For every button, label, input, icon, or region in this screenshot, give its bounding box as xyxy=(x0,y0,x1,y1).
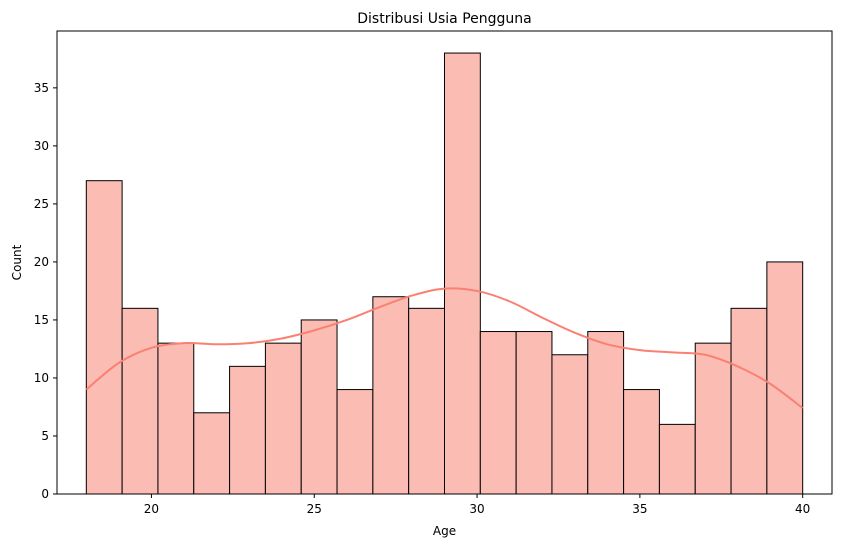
histogram-bar xyxy=(623,389,660,495)
histogram-bar xyxy=(157,342,195,495)
histogram-bar xyxy=(551,354,589,495)
y-tick-label: 35 xyxy=(34,81,49,95)
y-axis-label: Count xyxy=(10,244,24,280)
x-axis-label: Age xyxy=(433,524,456,538)
y-tick-label: 5 xyxy=(41,429,49,443)
y-tick-label: 0 xyxy=(41,487,49,501)
plot-frame xyxy=(56,30,833,495)
histogram-bar xyxy=(408,307,445,495)
y-axis-ticks: 0 5 10 15 20 25 30 35 xyxy=(34,81,57,501)
x-tick-label: 35 xyxy=(632,502,647,516)
histogram-bar xyxy=(766,261,804,495)
histogram-bar xyxy=(85,180,123,495)
y-tick-label: 25 xyxy=(34,197,49,211)
histogram-bar xyxy=(658,423,696,495)
kde-curve xyxy=(85,287,804,409)
histogram-bar xyxy=(264,342,302,495)
histogram-bar xyxy=(121,307,159,495)
histogram-bars xyxy=(85,52,804,495)
y-tick-label: 15 xyxy=(34,313,49,327)
histogram-bar xyxy=(229,365,266,495)
y-tick-label: 30 xyxy=(34,139,49,153)
histogram-bar xyxy=(193,412,231,495)
histogram-bar xyxy=(336,389,374,495)
histogram-bar xyxy=(730,307,768,495)
x-tick-label: 20 xyxy=(144,502,159,516)
histogram-bar xyxy=(372,296,410,495)
x-tick-label: 40 xyxy=(795,502,810,516)
histogram-bar xyxy=(479,331,517,495)
histogram-bar xyxy=(694,342,732,495)
y-tick-label: 10 xyxy=(34,371,49,385)
y-tick-label: 20 xyxy=(34,255,49,269)
histogram-bar xyxy=(300,319,338,495)
histogram-bar xyxy=(444,52,481,495)
x-tick-label: 30 xyxy=(469,502,484,516)
x-tick-label: 25 xyxy=(307,502,322,516)
chart-title: Distribusi Usia Pengguna xyxy=(357,11,531,27)
histogram-bar xyxy=(587,331,625,495)
histogram-bar xyxy=(515,331,553,495)
x-axis-ticks: 20 25 30 35 40 xyxy=(144,494,810,516)
